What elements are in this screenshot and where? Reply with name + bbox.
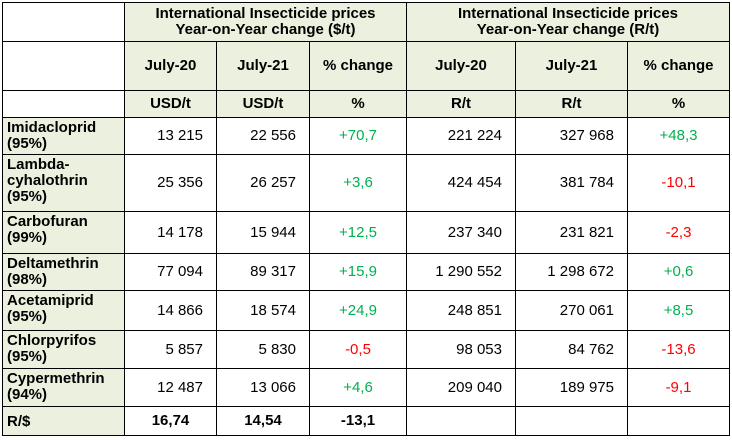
rate-july-20: 16,74 — [124, 406, 217, 436]
table-row: Carbofuran (99%) 14 178 15 944 +12,5 237 … — [2, 211, 730, 254]
unit-header: R/t — [406, 90, 516, 118]
usd-july-20: 13 215 — [124, 117, 217, 155]
rand-pct-change: -13,6 — [627, 330, 730, 369]
empty-cell — [515, 406, 628, 436]
rand-july-21: 231 821 — [515, 211, 628, 254]
usd-pct-change: +24,9 — [309, 290, 407, 331]
usd-pct-change: +70,7 — [309, 117, 407, 155]
rand-pct-change: -9,1 — [627, 368, 730, 407]
exchange-rate-row: R/$ 16,74 14,54 -13,1 — [2, 406, 730, 436]
rand-july-20: 237 340 — [406, 211, 516, 254]
column-header: % change — [309, 41, 407, 91]
usd-july-20: 25 356 — [124, 154, 217, 212]
product-name: Imidacloprid (95%) — [2, 117, 125, 155]
column-header: July-20 — [406, 41, 516, 91]
usd-july-21: 89 317 — [216, 253, 310, 291]
rand-pct-change: +48,3 — [627, 117, 730, 155]
usd-july-21: 26 257 — [216, 154, 310, 212]
empty-cell — [406, 406, 516, 436]
unit-header: % — [309, 90, 407, 118]
rand-pct-change: +8,5 — [627, 290, 730, 331]
column-header: July-21 — [515, 41, 628, 91]
unit-header: % — [627, 90, 730, 118]
rand-july-21: 84 762 — [515, 330, 628, 369]
usd-group-title: International Insecticide prices — [155, 5, 376, 22]
usd-july-21: 5 830 — [216, 330, 310, 369]
usd-pct-change: -0,5 — [309, 330, 407, 369]
table-row: Imidacloprid (95%) 13 215 22 556 +70,7 22… — [2, 117, 730, 155]
usd-july-20: 14 178 — [124, 211, 217, 254]
usd-july-20: 14 866 — [124, 290, 217, 331]
usd-july-21: 13 066 — [216, 368, 310, 407]
usd-pct-change: +12,5 — [309, 211, 407, 254]
table-row: Chlorpyrifos (95%) 5 857 5 830 -0,5 98 05… — [2, 330, 730, 369]
rate-pct-change: -13,1 — [309, 406, 407, 436]
corner-cell — [2, 2, 125, 42]
rand-pct-change: +0,6 — [627, 253, 730, 291]
rand-july-20: 424 454 — [406, 154, 516, 212]
corner-cell — [2, 90, 125, 118]
exchange-rate-label: R/$ — [2, 406, 125, 436]
table-row: Acetamiprid (95%) 14 866 18 574 +24,9 248… — [2, 290, 730, 331]
usd-group-header: International Insecticide prices Year-on… — [124, 2, 407, 42]
rand-july-21: 381 784 — [515, 154, 628, 212]
product-name: Deltamethrin (98%) — [2, 253, 125, 291]
rand-group-header: International Insecticide prices Year-on… — [406, 2, 730, 42]
unit-header: USD/t — [124, 90, 217, 118]
usd-july-20: 12 487 — [124, 368, 217, 407]
usd-pct-change: +3,6 — [309, 154, 407, 212]
product-name: Cypermethrin (94%) — [2, 368, 125, 407]
usd-july-20: 5 857 — [124, 330, 217, 369]
column-header: % change — [627, 41, 730, 91]
usd-july-21: 18 574 — [216, 290, 310, 331]
table-row: Cypermethrin (94%) 12 487 13 066 +4,6 209… — [2, 368, 730, 407]
rand-group-title: International Insecticide prices — [457, 5, 679, 22]
rand-july-21: 270 061 — [515, 290, 628, 331]
column-header: July-21 — [216, 41, 310, 91]
usd-july-21: 15 944 — [216, 211, 310, 254]
product-name: Carbofuran (99%) — [2, 211, 125, 254]
product-name: Lambda-cyhalothrin (95%) — [2, 154, 125, 212]
table-row: Lambda-cyhalothrin (95%) 25 356 26 257 +3… — [2, 154, 730, 212]
column-header: July-20 — [124, 41, 217, 91]
rand-july-21: 189 975 — [515, 368, 628, 407]
product-name: Acetamiprid (95%) — [2, 290, 125, 331]
corner-cell — [2, 41, 125, 91]
rand-july-20: 221 224 — [406, 117, 516, 155]
rate-july-21: 14,54 — [216, 406, 310, 436]
empty-cell — [627, 406, 730, 436]
table-row: Deltamethrin (98%) 77 094 89 317 +15,9 1 … — [2, 253, 730, 291]
rand-july-21: 327 968 — [515, 117, 628, 155]
unit-header: R/t — [515, 90, 628, 118]
usd-group-subtitle: Year-on-Year change ($/t) — [175, 21, 356, 38]
usd-pct-change: +4,6 — [309, 368, 407, 407]
unit-header: USD/t — [216, 90, 310, 118]
rand-july-20: 98 053 — [406, 330, 516, 369]
rand-july-21: 1 298 672 — [515, 253, 628, 291]
rand-group-subtitle: Year-on-Year change (R/t) — [476, 21, 660, 38]
usd-july-21: 22 556 — [216, 117, 310, 155]
rand-july-20: 209 040 — [406, 368, 516, 407]
usd-pct-change: +15,9 — [309, 253, 407, 291]
rand-july-20: 1 290 552 — [406, 253, 516, 291]
product-name: Chlorpyrifos (95%) — [2, 330, 125, 369]
rand-july-20: 248 851 — [406, 290, 516, 331]
rand-pct-change: -10,1 — [627, 154, 730, 212]
rand-pct-change: -2,3 — [627, 211, 730, 254]
usd-july-20: 77 094 — [124, 253, 217, 291]
